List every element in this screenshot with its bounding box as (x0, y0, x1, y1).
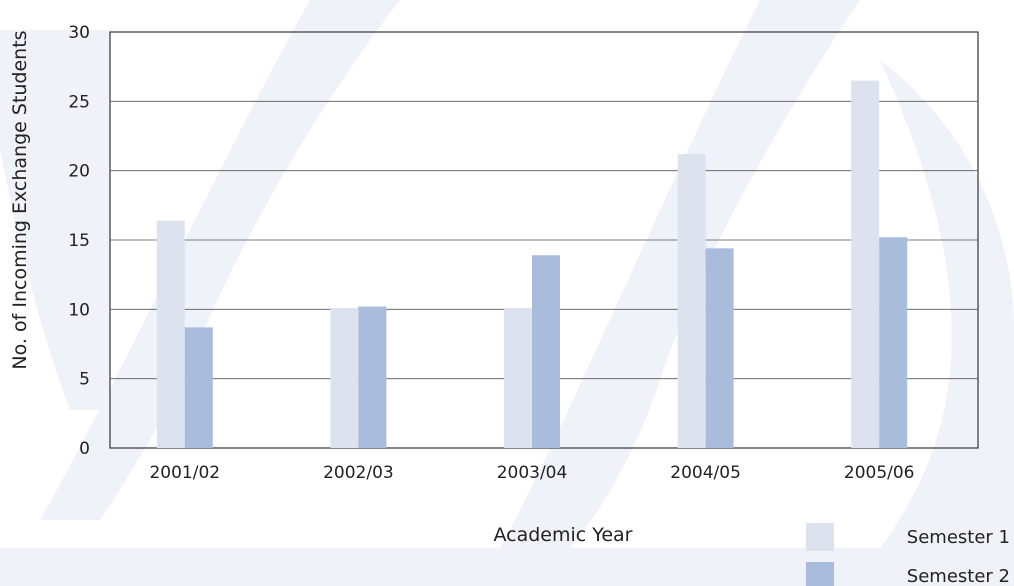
bar-semester-1 (677, 154, 706, 448)
x-tick-label: 2003/04 (497, 463, 568, 483)
y-tick-label: 15 (68, 231, 90, 251)
bar-semester-1 (851, 80, 880, 449)
x-tick-label: 2004/05 (670, 463, 741, 483)
y-axis-ticks: 0 5 10 15 20 25 30 (68, 23, 90, 459)
bar-semester-2 (879, 237, 908, 448)
y-tick-label: 25 (68, 92, 90, 112)
watermark-swoosh-left (0, 30, 110, 410)
x-tick-label: 2002/03 (323, 463, 394, 483)
y-tick-label: 0 (79, 439, 90, 459)
watermark-swoosh-center (40, 0, 400, 520)
bar-semester-2 (358, 306, 387, 448)
watermark-band (0, 548, 1014, 586)
bar-semester-2 (184, 327, 213, 448)
grid (110, 100, 978, 380)
legend-swatch (806, 562, 834, 586)
y-axis-label: No. of Incoming Exchange Students (9, 30, 31, 369)
x-axis-ticks: 2001/02 2002/03 2003/04 2004/05 2005/06 (149, 463, 914, 483)
legend-label: Semester 2 (907, 566, 1010, 586)
x-tick-label: 2005/06 (844, 463, 915, 483)
bar-semester-2 (705, 248, 734, 448)
legend: Semester 1 Semester 2 (806, 523, 1010, 586)
bar-semester-1 (156, 220, 185, 448)
bar-semester-1 (330, 307, 359, 448)
y-tick-label: 30 (68, 23, 90, 43)
x-tick-label: 2001/02 (149, 463, 220, 483)
bar-semester-1 (504, 307, 532, 448)
y-tick-label: 10 (68, 300, 90, 320)
watermark-arc-right (880, 60, 1014, 548)
legend-label: Semester 1 (907, 527, 1010, 548)
legend-swatch (806, 523, 834, 551)
bars (156, 80, 908, 449)
bar-semester-2 (532, 255, 560, 448)
y-tick-label: 5 (79, 370, 90, 390)
x-axis-label: Academic Year (493, 524, 632, 546)
y-tick-label: 20 (68, 162, 90, 182)
